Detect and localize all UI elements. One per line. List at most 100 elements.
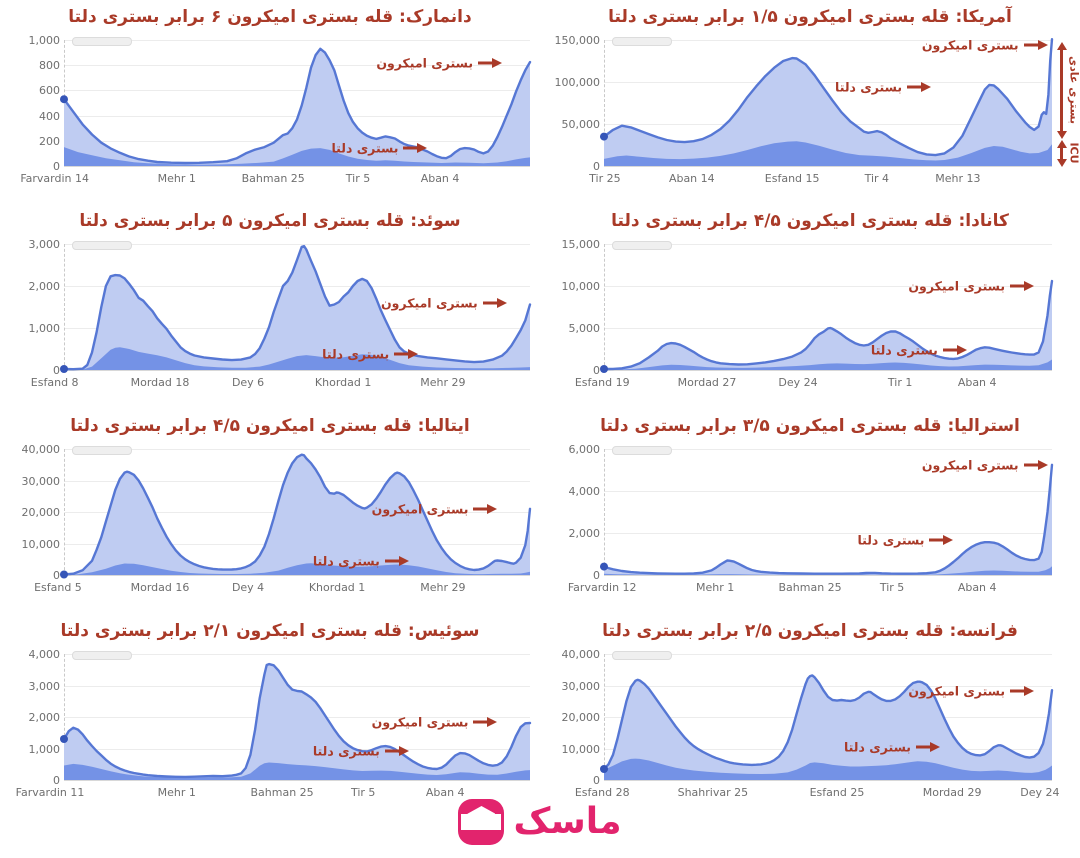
gridline xyxy=(604,533,1052,534)
chart-svg xyxy=(60,47,532,166)
annotation-label: بستری امیکرون xyxy=(908,278,1006,294)
y-axis-label: 600 xyxy=(39,84,60,98)
y-axis-label: 4,000 xyxy=(568,485,601,498)
x-axis-baseline xyxy=(64,780,530,781)
y-axis-label: 2,000 xyxy=(568,527,601,540)
x-axis-label: Dey 6 xyxy=(231,376,265,389)
gridline xyxy=(64,654,530,655)
annotation-label: بستری امیکرون xyxy=(921,37,1019,53)
x-axis-baseline xyxy=(604,575,1052,576)
gridline xyxy=(604,491,1052,492)
plot-area: بستری امیکرون بستری دلتا xyxy=(60,37,532,167)
y-axis-label: 40,000 xyxy=(561,648,601,661)
y-axis-label: 2,000 xyxy=(28,711,61,724)
side-bracket: ICU xyxy=(1056,139,1080,167)
y-axis-dotted-line xyxy=(64,449,65,575)
y-axis-dotted-line xyxy=(64,654,65,780)
gridline xyxy=(64,40,530,41)
annotation-delta: بستری دلتا xyxy=(313,744,409,759)
y-axis-label: 3,000 xyxy=(28,238,61,251)
chart-svg xyxy=(600,463,1054,575)
y-axis-label: 4,000 xyxy=(28,648,61,661)
annotation-label: بستری دلتا xyxy=(835,79,903,95)
y-axis-label: 20,000 xyxy=(561,711,601,724)
chart-sweden: سوئد: قله بستری امیکرون ۵ برابر بستری دل… xyxy=(0,204,540,408)
y-axis-label: 40,000 xyxy=(21,443,61,456)
side-bracket: بستری عادی xyxy=(1056,41,1080,140)
y-axis-label: 0 xyxy=(593,364,600,377)
arrowhead-up-icon xyxy=(1056,41,1067,50)
x-axis-label: Bahman 25 xyxy=(778,581,842,594)
x-axis-baseline xyxy=(604,166,1052,167)
annotation-label: بستری دلتا xyxy=(857,532,925,548)
arrowhead-down-icon xyxy=(1056,158,1067,167)
chart-denmark: دانمارک: قله بستری امیکرون ۶ برابر بستری… xyxy=(0,0,540,204)
annotation-delta: بستری دلتا xyxy=(844,740,940,755)
x-axis-label: Khordad 1 xyxy=(308,581,366,594)
right-arrow-icon xyxy=(478,57,503,68)
x-axis-label: Mehr 29 xyxy=(420,376,466,389)
x-axis-label: Bahman 25 xyxy=(241,172,305,185)
y-axis-label: 6,000 xyxy=(568,443,601,456)
annotation-label: بستری دلتا xyxy=(322,346,390,362)
x-axis-label: Tir 25 xyxy=(589,172,621,185)
annotation-delta: بستری دلتا xyxy=(331,141,428,156)
gridline xyxy=(604,244,1052,245)
x-axis-label: Mehr 13 xyxy=(935,172,981,185)
annotation-omicron: بستری امیکرون xyxy=(372,502,498,517)
x-axis-label: Esfand 19 xyxy=(574,376,630,389)
x-axis-label: Farvardin 11 xyxy=(15,786,85,799)
annotation-label: بستری دلتا xyxy=(312,553,380,569)
x-axis-label: Dey 4 xyxy=(231,581,265,594)
x-axis-label: Mordad 16 xyxy=(130,581,190,594)
right-arrow-icon xyxy=(1010,685,1035,696)
ui-artifact-box xyxy=(612,37,672,46)
annotation-omicron: بستری امیکرون xyxy=(908,683,1035,698)
y-axis-label: 15,000 xyxy=(561,238,601,251)
gridline xyxy=(604,449,1052,450)
chart-france: فرانسه: قله بستری امیکرون ۲/۵ برابر بستر… xyxy=(540,614,1080,818)
plot-area: بستری امیکرون بستری دلتا بستری عادی ICU xyxy=(600,37,1080,167)
x-axis-label: Khordad 1 xyxy=(314,376,372,389)
gridline xyxy=(64,90,530,92)
plot-area: بستری امیکرون بستری دلتا xyxy=(600,241,1054,373)
y-axis-dotted-line xyxy=(64,244,65,370)
chart-svg xyxy=(600,38,1054,167)
logo: ماسک xyxy=(0,799,1080,845)
x-axis-label: Shahrivar 25 xyxy=(677,786,749,799)
annotation-label: بستری دلتا xyxy=(843,739,911,755)
right-arrow-icon xyxy=(473,504,498,515)
x-axis-label: Mordad 27 xyxy=(677,376,737,389)
ui-artifact-box xyxy=(72,651,132,660)
x-axis-label: Esfand 28 xyxy=(574,786,630,799)
x-axis-label: Tir 1 xyxy=(887,376,913,389)
x-axis-label: Dey 24 xyxy=(1020,786,1060,799)
chart-title: فرانسه: قله بستری امیکرون ۲/۵ برابر بستر… xyxy=(602,621,1018,641)
chart-title: ایتالیا: قله بستری امیکرون ۴/۵ برابر بست… xyxy=(70,416,470,436)
gridline xyxy=(64,449,530,450)
x-axis-label: Mehr 1 xyxy=(157,786,196,799)
x-axis-baseline xyxy=(64,166,530,167)
annotation-omicron: بستری امیکرون xyxy=(908,278,1035,294)
annotation-omicron: بستری امیکرون xyxy=(372,715,498,730)
y-axis-label: 1,000 xyxy=(28,322,61,335)
y-axis-label: 400 xyxy=(39,109,60,123)
x-axis-label: Aban 4 xyxy=(957,581,997,594)
gridline xyxy=(604,654,1052,655)
side-bracket-label: بستری عادی xyxy=(1067,56,1080,125)
plot-area: بستری امیکرون بستری دلتا xyxy=(60,446,532,579)
x-axis-label: Aban 4 xyxy=(420,172,460,185)
y-axis-label: 0 xyxy=(593,774,600,787)
annotation-omicron: بستری امیکرون xyxy=(922,458,1048,473)
ui-artifact-box xyxy=(612,241,672,250)
x-axis-label: Tir 5 xyxy=(879,581,905,594)
y-axis-label: 50,000 xyxy=(561,118,601,131)
y-axis-label: 10,000 xyxy=(561,280,601,293)
annotation-delta: بستری دلتا xyxy=(857,532,954,548)
ui-artifact-box xyxy=(72,241,132,250)
x-axis-label: Farvardin 12 xyxy=(567,581,637,594)
annotation-omicron: بستری امیکرون xyxy=(381,296,507,311)
x-axis-label: Mehr 1 xyxy=(157,172,196,185)
annotation-omicron: بستری امیکرون xyxy=(922,38,1048,53)
